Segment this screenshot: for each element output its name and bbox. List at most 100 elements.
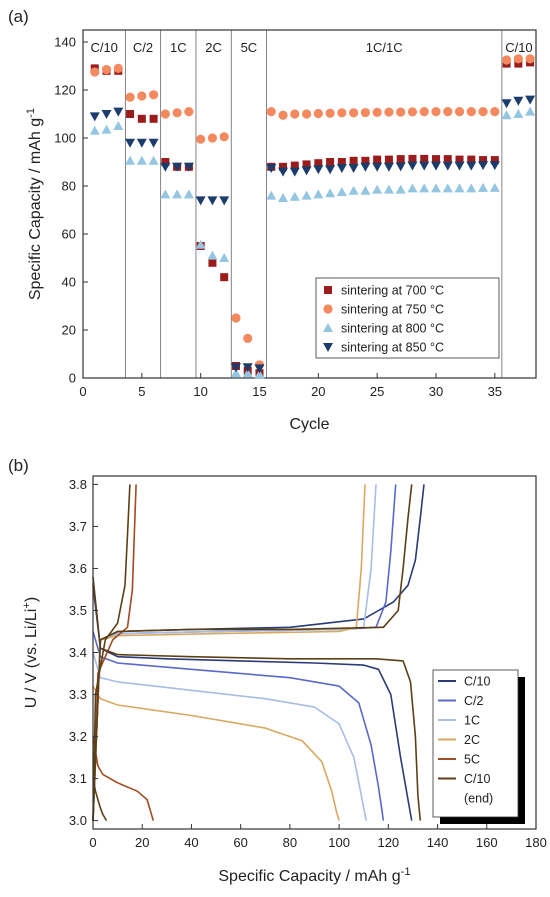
legend-marker	[324, 286, 332, 294]
y-tick-label: 60	[62, 227, 76, 242]
data-point	[101, 110, 112, 119]
y-tick-label: 100	[54, 131, 76, 146]
data-point	[373, 155, 382, 164]
data-point	[242, 368, 253, 378]
data-point	[396, 107, 406, 117]
data-point	[183, 189, 194, 199]
legend-a: sintering at 700 °C sintering at 750 °C si…	[315, 277, 500, 359]
data-point	[349, 156, 358, 165]
data-point	[219, 132, 229, 142]
data-point	[407, 161, 418, 171]
data-point	[360, 107, 370, 118]
data-point	[407, 183, 418, 193]
legend-b: C/10 C/2 1C 2C 5C C/10 (end)	[432, 669, 525, 824]
data-point	[290, 109, 300, 119]
y-tick-label: 120	[54, 83, 76, 98]
data-point	[90, 67, 100, 77]
data-point	[395, 162, 406, 172]
legend-label: sintering at 700 °C	[341, 284, 444, 298]
data-point	[149, 114, 158, 123]
data-point	[490, 107, 500, 117]
data-point	[407, 107, 418, 117]
x-tick-label: 30	[429, 384, 443, 399]
data-point	[266, 190, 277, 200]
y-tick-label: 3.2	[69, 729, 87, 744]
data-point	[278, 193, 289, 202]
data-point	[431, 107, 441, 117]
data-point	[89, 125, 100, 135]
data-point	[442, 161, 453, 171]
data-point	[161, 158, 170, 166]
legend-label: sintering at 800 °C	[341, 322, 444, 336]
x-tick-label: 180	[525, 835, 547, 850]
data-point	[337, 158, 346, 166]
data-point	[348, 164, 359, 173]
data-point	[525, 95, 536, 105]
data-point	[160, 109, 170, 119]
data-point	[301, 166, 312, 176]
data-point	[326, 158, 335, 166]
curve-discharge	[92, 631, 385, 821]
data-point	[336, 187, 347, 196]
data-point	[384, 155, 393, 164]
panel-label-a: (a)	[8, 7, 29, 26]
data-point	[125, 155, 136, 165]
region-label: 5C	[241, 40, 258, 55]
data-point	[430, 161, 441, 171]
data-point	[478, 182, 489, 192]
data-point	[301, 109, 312, 119]
data-point	[313, 165, 324, 175]
y-tick-label: 3.5	[69, 603, 87, 618]
legend-box-b	[432, 669, 519, 818]
data-point	[207, 133, 218, 143]
data-point	[478, 161, 489, 171]
y-tick-label: 3.3	[69, 687, 87, 702]
panel-a: (a) C/10 C/2 1C 2C 5C 1C/1C C/10 0 5 10 15 20 25 30 35 0…	[8, 7, 537, 433]
data-point	[372, 107, 382, 117]
data-point	[430, 183, 441, 193]
data-point	[489, 161, 500, 171]
data-point	[302, 160, 311, 169]
y-tick-label: 80	[62, 179, 76, 194]
x-tick-label: 140	[427, 835, 449, 850]
legend-marker	[323, 304, 333, 314]
data-point	[278, 110, 288, 120]
data-point	[219, 253, 230, 262]
data-point	[184, 107, 194, 117]
data-point	[431, 155, 440, 164]
data-point	[454, 183, 465, 193]
data-point	[266, 107, 276, 117]
data-point	[125, 92, 135, 102]
curve-charge	[92, 484, 377, 821]
x-tick-label: 10	[193, 384, 207, 399]
data-point	[289, 191, 300, 201]
data-point	[126, 110, 135, 118]
data-point	[408, 154, 417, 163]
x-tick-label: 35	[488, 384, 502, 399]
data-point	[360, 185, 371, 195]
data-point	[442, 183, 453, 193]
region-label: C/2	[133, 40, 153, 55]
legend-label: 2C	[464, 733, 480, 747]
plot-frame-a	[82, 29, 537, 379]
x-tick-label: 40	[184, 835, 198, 850]
data-point	[383, 162, 394, 172]
data-point	[301, 190, 312, 200]
region-label: C/10	[505, 40, 532, 55]
data-point	[420, 154, 429, 163]
data-point	[137, 91, 147, 101]
data-point	[137, 114, 146, 123]
data-point	[231, 313, 241, 323]
data-point	[243, 333, 253, 343]
legend-marker	[323, 323, 333, 332]
data-point	[419, 107, 429, 117]
x-tick-label: 0	[89, 835, 96, 850]
curve-discharge	[92, 736, 155, 821]
region-label: 2C	[205, 40, 222, 55]
data-point	[148, 155, 159, 165]
panel-label-b: (b)	[8, 456, 29, 475]
data-point	[230, 368, 241, 378]
data-point	[337, 108, 347, 118]
data-point	[289, 167, 300, 177]
